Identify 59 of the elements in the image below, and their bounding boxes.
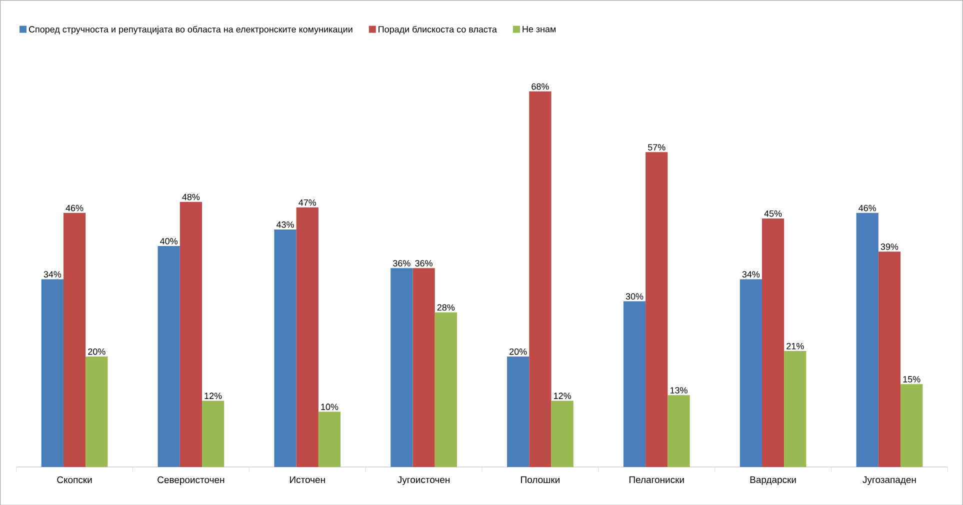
x-tick-label: Скопски — [57, 476, 92, 483]
data-label: 48% — [182, 194, 200, 200]
data-label: 10% — [321, 404, 338, 410]
bar — [856, 212, 878, 467]
data-label: 43% — [276, 221, 294, 228]
bar — [41, 279, 64, 467]
bar — [507, 356, 530, 467]
data-label: 30% — [626, 293, 644, 300]
bar — [296, 207, 318, 467]
data-label: 28% — [437, 304, 455, 310]
data-label: 34% — [44, 270, 62, 278]
data-label: 40% — [160, 238, 178, 244]
bar — [551, 400, 574, 467]
bar — [274, 229, 296, 467]
data-label: 47% — [298, 199, 316, 206]
bar — [86, 356, 108, 467]
legend-label: Не знам — [522, 26, 556, 32]
data-label: 34% — [742, 270, 760, 278]
bar — [529, 91, 552, 467]
legend-label: Поради блискоста со власта — [378, 26, 497, 34]
bar — [412, 268, 435, 467]
bar — [740, 279, 762, 467]
data-label: 68% — [532, 83, 549, 90]
data-label: 12% — [204, 392, 222, 399]
x-tick-label: Полошки — [521, 476, 560, 483]
bar — [762, 218, 784, 467]
data-label: 20% — [88, 348, 106, 355]
legend-label: Според стручноста и репутацијата во областа на електронските комуникации — [28, 26, 352, 34]
data-label: 15% — [903, 376, 920, 382]
data-label: 45% — [764, 210, 782, 217]
data-label: 13% — [670, 386, 688, 394]
bar — [668, 395, 690, 467]
x-tick-label: Пелагониски — [630, 476, 684, 483]
bar — [646, 152, 668, 467]
data-label: 46% — [66, 204, 84, 212]
x-tick-label: Вардарски — [750, 476, 796, 485]
bar — [784, 350, 806, 467]
data-label: 12% — [554, 392, 571, 399]
bar — [318, 412, 341, 467]
data-label: 36% — [393, 260, 410, 266]
x-tick-label: Источен — [290, 476, 325, 483]
data-label: 57% — [648, 144, 666, 150]
data-label: 21% — [786, 342, 804, 350]
x-tick-label: Североисточен — [158, 476, 224, 485]
data-label: 20% — [510, 348, 527, 355]
bar — [900, 384, 923, 467]
bar — [623, 301, 646, 467]
bar — [390, 268, 413, 467]
bar — [158, 246, 180, 467]
bar — [180, 202, 202, 467]
bar — [434, 312, 457, 467]
x-tick-label: Југозападен — [862, 476, 916, 485]
data-label: 46% — [858, 204, 876, 212]
x-tick-label: Југоисточен — [398, 476, 450, 485]
bar — [202, 400, 224, 467]
data-label: 36% — [415, 260, 432, 266]
bar — [63, 212, 86, 467]
bar — [878, 251, 901, 467]
data-label: 39% — [880, 243, 898, 250]
